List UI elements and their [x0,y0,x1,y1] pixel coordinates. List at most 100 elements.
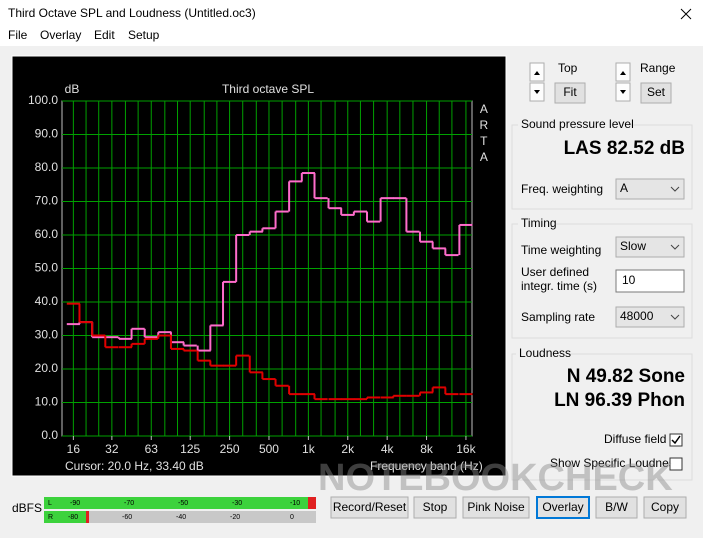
y-tick-label: 0.0 [41,428,58,442]
button-label: Record/Reset [333,500,407,514]
x-tick-label: 4k [381,442,395,456]
y-tick-label: 100.0 [28,93,58,107]
meter-tick-label: -70 [124,500,134,507]
menu-item[interactable]: Overlay [40,28,81,42]
x-tick-label: 16 [67,442,81,456]
set-button[interactable] [640,82,672,104]
weighting-select[interactable] [615,178,685,200]
watermark: NOTEBOOKCHECK [318,457,673,499]
meter-tick-label: -90 [70,500,80,507]
y-tick-label: 50.0 [35,261,59,275]
field-label: Freq. weighting [521,182,603,196]
button-label: Copy [651,500,679,514]
x-tick-label: 250 [220,442,240,456]
arrow-up [620,71,626,75]
select-arrow [670,314,680,320]
meter-tick-label: L [48,500,52,507]
integr-time-input[interactable] [615,269,685,293]
y-tick-label: 70.0 [35,194,59,208]
select-value: A [620,181,628,195]
select-arrow [670,244,680,250]
check-mark [671,435,681,445]
window-title: Third Octave SPL and Loudness (Untitled.… [8,6,256,20]
field-label: Time weighting [521,243,601,257]
y-tick-label: 10.0 [35,395,59,409]
menu-bar [0,28,703,46]
close-button[interactable] [680,8,692,20]
select-arrow [670,186,680,192]
arrow-down [620,90,626,94]
button[interactable] [595,496,638,519]
select-value: Slow [620,239,646,253]
x-tick-label: 1k [302,442,316,456]
meter-tick-label: 0 [290,514,294,521]
chart-title: Third octave SPL [222,82,314,96]
series [66,302,473,401]
specific-checkbox[interactable] [669,457,683,471]
select-value: 48000 [620,309,654,323]
x-tick-label: 32 [105,442,119,456]
fit-button[interactable] [554,82,586,104]
meter-tick-label: -50 [178,500,188,507]
set-button-label: Set [647,85,666,99]
cursor-readout: Cursor: 20.0 Hz, 33.40 dB [65,459,204,473]
top-label: Top [558,61,578,75]
y-tick-label: 20.0 [35,361,59,375]
meter-tick-label: -40 [176,514,186,521]
y-axis-label: dB [65,82,80,96]
meter-l-peak [308,497,316,509]
group-title-bg [518,118,628,132]
button-label: Pink Noise [467,500,525,514]
button[interactable] [413,496,457,519]
spl-reading: LAS 82.52 dB [564,138,685,159]
meter-r-bar [44,511,86,523]
diffuse-checkbox[interactable] [669,433,683,447]
y-tick-label: 30.0 [35,328,59,342]
group-title: Timing [521,216,557,230]
x-tick-label: 8k [420,442,434,456]
x-tick-label: 16k [456,442,476,456]
meter-label: dBFS [12,501,42,515]
arrow-down [534,90,540,94]
meter-r-clip [308,511,316,523]
menu-item[interactable]: Edit [94,28,115,42]
field-label: integr. time (s) [521,279,597,293]
range-label: Range [640,61,676,75]
meter-tick-label: -80 [68,514,78,521]
meter-tick-label: -60 [122,514,132,521]
meter-r-peak [86,511,89,523]
x-tick-label: 500 [259,442,279,456]
group-title: Sound pressure level [521,117,634,131]
button[interactable] [330,496,409,519]
input-value: 10 [622,273,636,287]
x-tick-label: 2k [341,442,355,456]
meter-tick-label: -20 [230,514,240,521]
fit-button-label: Fit [563,85,577,99]
plot: 0.0 10.0 20.0 30.0 40.0 50.0 60.0 70.0 80.0 90.0 1… [28,93,477,456]
group-title-bg [516,347,568,361]
button-label: Overlay [542,500,583,514]
loudness-ln: LN 96.39 Phon [554,390,685,411]
button[interactable] [536,496,590,519]
arrow-up [534,71,540,75]
checkbox-label: Diffuse field [604,432,666,446]
button[interactable] [462,496,530,519]
y-tick-label: 90.0 [35,127,59,141]
menu-item[interactable]: Setup [128,28,160,42]
sampling-select[interactable] [615,306,685,328]
group-box [511,223,693,339]
title-bar [0,0,703,28]
y-tick-label: 40.0 [35,294,59,308]
group-title: Loudness [519,346,571,360]
button[interactable] [643,496,687,519]
meter-labels: L -90 -70 -50 -30 -10 R -80 -60 -40 -20 0 [48,500,300,521]
time-weighting-select[interactable] [615,236,685,258]
field-label: User defined [521,265,589,279]
x-tick-label: 125 [180,442,200,456]
y-tick-label: 60.0 [35,227,59,241]
menu-item[interactable]: File [8,28,28,42]
button-row: Record/Reset Stop Pink Noise Overlay B/W Copy [330,496,687,519]
checkbox-label: Show Specific Loudness [550,456,681,470]
group-box [511,353,693,481]
